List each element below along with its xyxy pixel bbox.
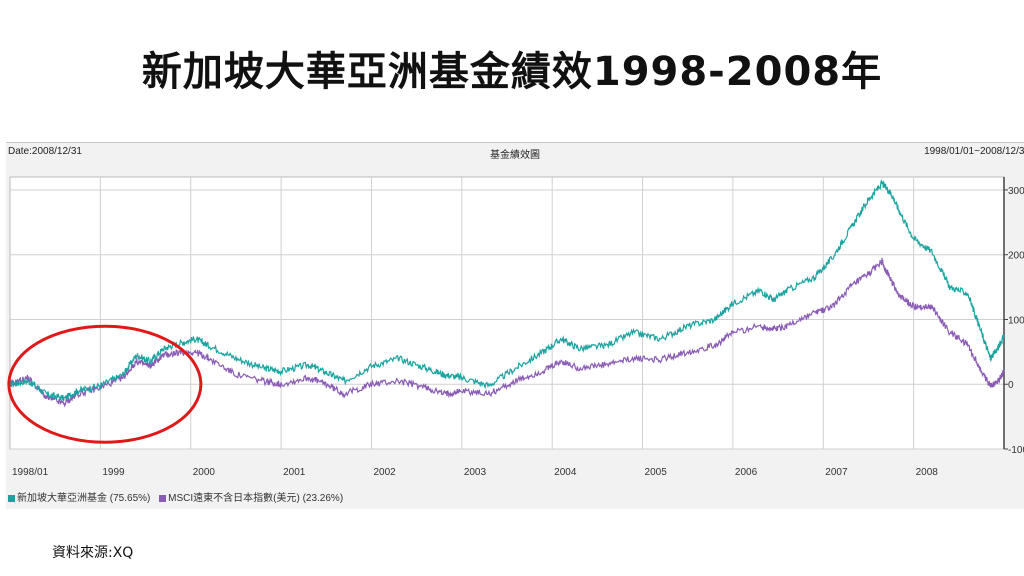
chart-title: 基金績效圖: [490, 150, 540, 161]
performance-chart: 1998/01 1999 2000 2001 2002 2003 2004 2005 2006 2…: [7, 176, 1024, 478]
slide-title: 新加坡大華亞洲基金績效1998-2008年: [141, 49, 883, 95]
legend-label-msci: MSCI遠東不含日本指數(美元) (23.26%): [168, 493, 344, 504]
legend-label-fund: 新加坡大華亞洲基金 (75.65%): [17, 493, 151, 504]
plot-area: [9, 176, 1005, 450]
legend-swatch-msci: [159, 494, 167, 502]
x-tick-label: 2006: [735, 467, 758, 478]
chart-legend: 新加坡大華亞洲基金 (75.65%) MSCI遠東不含日本指數(美元) (23.…: [8, 489, 349, 504]
x-tick-label: 2003: [464, 467, 487, 478]
x-tick-label: 2001: [283, 467, 306, 478]
series-line-fund: [9, 179, 1005, 402]
legend-swatch-fund: [8, 494, 15, 502]
x-tick-label: 1998/01: [12, 467, 49, 478]
source-note: 資料來源:XQ: [52, 545, 134, 561]
x-tick-label: 2000: [193, 467, 216, 478]
highlight-ellipse: [7, 324, 203, 444]
legend-item-fund: 新加坡大華亞洲基金 (75.65%): [8, 493, 153, 504]
x-tick-label: 2004: [554, 467, 577, 478]
y-tick-label: 200: [1008, 251, 1024, 262]
y-tick-label: -100: [1008, 445, 1024, 456]
y-tick-label: 0: [1008, 380, 1014, 391]
x-tick-label: 2007: [825, 467, 848, 478]
y-tick-label: 300: [1008, 186, 1024, 197]
x-tick-label: 2002: [373, 467, 396, 478]
x-tick-label: 2005: [645, 467, 668, 478]
series-line-msci: [9, 257, 1005, 408]
x-tick-label: 2008: [916, 467, 939, 478]
legend-item-msci: MSCI遠東不含日本指數(美元) (23.26%): [159, 493, 343, 504]
y-tick-label: 100: [1008, 315, 1024, 326]
chart-date: Date:2008/12/31: [8, 146, 82, 157]
chart-date-range: 1998/01/01~2008/12/31: [924, 146, 1024, 157]
chart-panel: Date:2008/12/31 基金績效圖 1998/01/01~2008/12…: [6, 142, 1024, 509]
x-tick-label: 1999: [102, 467, 125, 478]
chart-header: Date:2008/12/31 基金績效圖 1998/01/01~2008/12…: [6, 143, 1024, 161]
